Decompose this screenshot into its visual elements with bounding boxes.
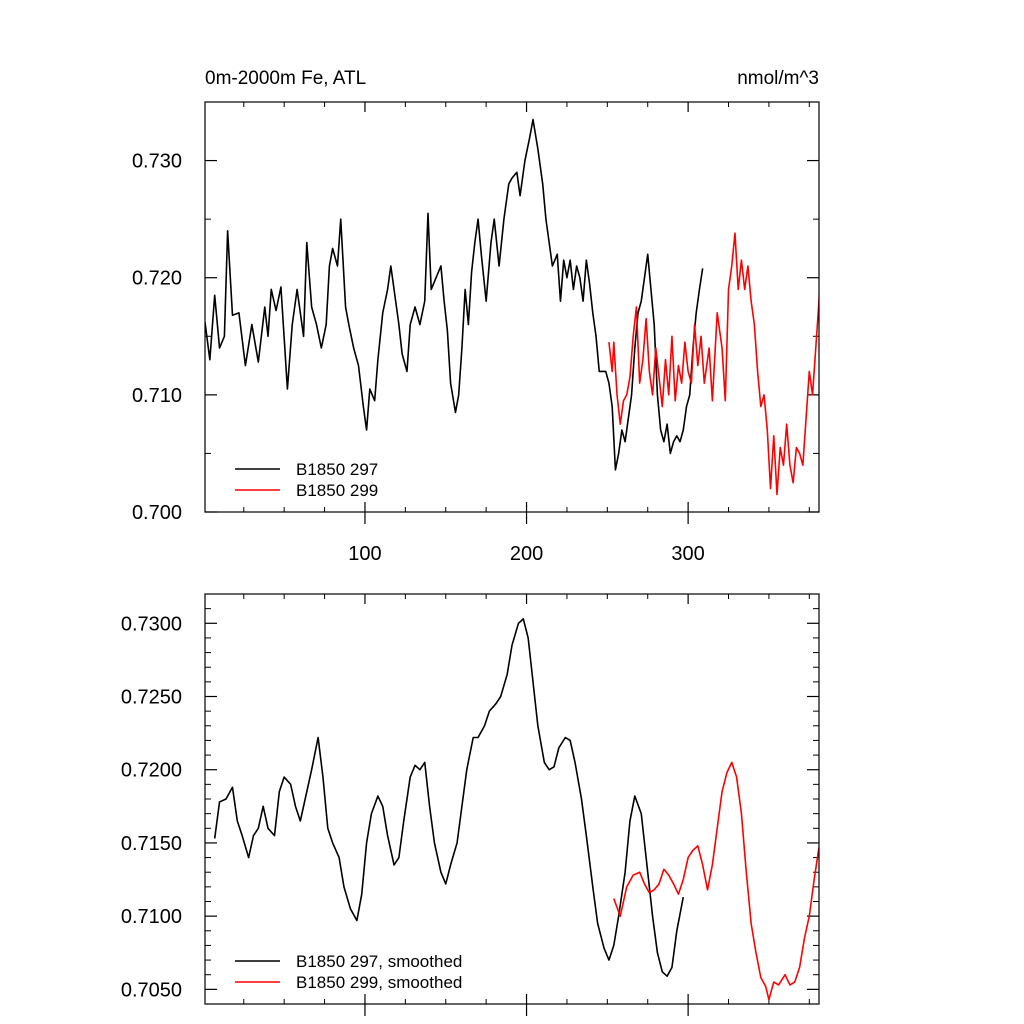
y-tick-label: 0.720 xyxy=(132,268,182,290)
x-tick-label: 100 xyxy=(348,543,381,565)
y-tick-label: 0.7150 xyxy=(121,833,182,855)
y-tick-label: 0.7300 xyxy=(121,613,182,635)
x-tick-label: 300 xyxy=(671,543,704,565)
legend-label: B1850 297, smoothed xyxy=(296,952,462,971)
top-panel-title-left: 0m-2000m Fe, ATL xyxy=(205,68,366,89)
y-tick-label: 0.700 xyxy=(132,502,182,524)
top-panel-title-right: nmol/m^3 xyxy=(737,68,819,89)
legend-label: B1850 299 xyxy=(296,481,378,500)
y-tick-label: 0.7050 xyxy=(121,979,182,1001)
series-line-1 xyxy=(213,618,685,977)
bottom-panel: 0.7050 0.7100 0.7150 0.7200 0.7250 0.7300 B18… xyxy=(121,593,820,1016)
x-tick-label: 200 xyxy=(510,543,543,565)
legend-label: B1850 297 xyxy=(296,460,378,479)
y-tick-label: 0.7200 xyxy=(121,760,182,782)
y-tick-label: 0.730 xyxy=(132,151,182,173)
bottom-panel-frame xyxy=(204,593,820,1005)
series-line-2 xyxy=(613,761,819,1001)
y-tick-label: 0.7100 xyxy=(121,906,182,928)
legend-label: B1850 299, smoothed xyxy=(296,973,462,992)
top-panel: 0m-2000m Fe, ATL nmol/m^3 100 200 300 0.700… xyxy=(132,68,820,565)
y-tick-label: 0.7250 xyxy=(121,687,182,709)
y-tick-label: 0.710 xyxy=(132,385,182,407)
series-line-1 xyxy=(205,118,704,471)
top-panel-frame xyxy=(204,101,820,513)
series-line-2 xyxy=(608,232,819,496)
